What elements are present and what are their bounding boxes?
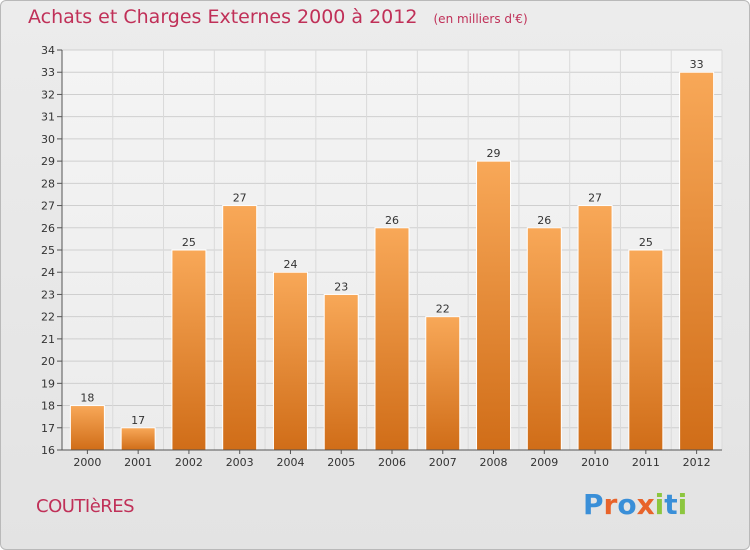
data-label-2006: 26 [385, 214, 399, 227]
logo-letter: i [677, 488, 688, 521]
bar-2005 [323, 293, 359, 451]
y-tick-label: 25 [41, 244, 55, 257]
y-tick-label: 21 [41, 333, 55, 346]
y-tick-label: 20 [41, 355, 55, 368]
data-label-2000: 18 [80, 392, 94, 405]
y-tick-label: 26 [41, 222, 55, 235]
x-tick-label-2011: 2011 [632, 456, 660, 469]
bar-2009 [526, 227, 562, 451]
proxiti-logo: Proxiti [583, 488, 687, 521]
data-label-2010: 27 [588, 192, 602, 205]
y-tick-label: 30 [41, 133, 55, 146]
data-label-2008: 29 [487, 147, 501, 160]
data-label-2004: 24 [283, 258, 297, 271]
y-tick-label: 16 [41, 444, 55, 457]
bar-2001 [120, 427, 156, 451]
x-tick-label-2012: 2012 [683, 456, 711, 469]
data-label-2002: 25 [182, 236, 196, 249]
commune-name: COUTIèRES [36, 496, 135, 517]
logo-letter: r [603, 488, 618, 521]
x-tick-label-2007: 2007 [429, 456, 457, 469]
logo-letter: x [636, 488, 655, 521]
x-tick-label-2003: 2003 [226, 456, 254, 469]
y-tick-label: 17 [41, 422, 55, 435]
chart-title-text: Achats et Charges Externes 2000 à 2012 [28, 6, 418, 28]
bar-2006 [374, 227, 410, 451]
data-label-2003: 27 [233, 192, 247, 205]
x-tick-label-2009: 2009 [530, 456, 558, 469]
y-tick-label: 23 [41, 288, 55, 301]
bar-2011 [628, 249, 664, 451]
bar-2002 [171, 249, 207, 451]
chart-title: Achats et Charges Externes 2000 à 2012 (… [28, 6, 528, 28]
y-tick-label: 31 [41, 111, 55, 124]
bar-2010 [577, 205, 613, 451]
data-label-2007: 22 [436, 303, 450, 316]
logo-letter: P [583, 488, 604, 521]
x-tick-label-2004: 2004 [276, 456, 304, 469]
y-tick-label: 29 [41, 155, 55, 168]
logo-letter: t [664, 488, 678, 521]
x-tick-label-2000: 2000 [73, 456, 101, 469]
data-label-2005: 23 [334, 280, 348, 293]
chart-subtitle: (en milliers d'€) [433, 12, 528, 26]
data-label-2011: 25 [639, 236, 653, 249]
x-tick-label-2002: 2002 [175, 456, 203, 469]
data-label-2001: 17 [131, 414, 145, 427]
bar-2012 [679, 71, 715, 451]
bar-2007 [425, 316, 461, 451]
logo-letter: i [654, 488, 665, 521]
x-tick-label-2005: 2005 [327, 456, 355, 469]
y-tick-label: 22 [41, 311, 55, 324]
x-tick-label-2010: 2010 [581, 456, 609, 469]
y-tick-label: 28 [41, 177, 55, 190]
bar-2003 [222, 205, 258, 451]
x-tick-label-2008: 2008 [480, 456, 508, 469]
y-tick-label: 24 [41, 266, 55, 279]
bar-2004 [272, 271, 308, 451]
y-tick-label: 33 [41, 66, 55, 79]
bar-2008 [476, 160, 512, 451]
logo-letter: o [617, 488, 637, 521]
y-tick-label: 27 [41, 200, 55, 213]
data-label-2009: 26 [537, 214, 551, 227]
y-tick-label: 32 [41, 88, 55, 101]
y-tick-label: 18 [41, 400, 55, 413]
bar-2000 [69, 405, 105, 451]
x-tick-label-2001: 2001 [124, 456, 152, 469]
y-tick-label: 34 [41, 44, 55, 57]
data-label-2012: 33 [690, 58, 704, 71]
y-tick-label: 19 [41, 377, 55, 390]
x-tick-label-2006: 2006 [378, 456, 406, 469]
